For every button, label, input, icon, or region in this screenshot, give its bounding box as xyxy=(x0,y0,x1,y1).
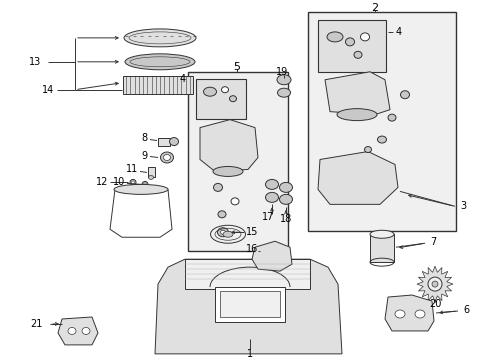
Bar xyxy=(184,259,309,289)
Text: 7: 7 xyxy=(429,237,435,247)
Ellipse shape xyxy=(345,38,354,46)
Bar xyxy=(215,287,285,322)
Polygon shape xyxy=(384,295,433,331)
Bar xyxy=(187,72,287,251)
Ellipse shape xyxy=(431,281,437,287)
Text: 16: 16 xyxy=(245,244,258,254)
Ellipse shape xyxy=(124,29,196,47)
Bar xyxy=(196,79,245,118)
Polygon shape xyxy=(317,152,397,204)
Text: 15: 15 xyxy=(245,227,258,237)
Ellipse shape xyxy=(148,175,153,179)
Bar xyxy=(317,20,385,72)
Ellipse shape xyxy=(336,109,376,121)
Ellipse shape xyxy=(160,152,173,163)
Ellipse shape xyxy=(265,192,278,202)
Ellipse shape xyxy=(414,310,424,318)
Ellipse shape xyxy=(326,32,342,42)
Ellipse shape xyxy=(223,231,232,237)
Ellipse shape xyxy=(221,87,228,93)
Text: 11: 11 xyxy=(125,165,138,175)
Ellipse shape xyxy=(130,179,136,185)
Polygon shape xyxy=(416,266,452,302)
Polygon shape xyxy=(58,317,98,345)
Ellipse shape xyxy=(213,183,222,192)
Ellipse shape xyxy=(394,310,404,318)
Bar xyxy=(148,167,155,177)
Polygon shape xyxy=(110,189,172,237)
Ellipse shape xyxy=(276,75,290,85)
Text: 19: 19 xyxy=(275,67,287,77)
Text: 3: 3 xyxy=(459,201,465,211)
Ellipse shape xyxy=(265,179,278,189)
Text: 5: 5 xyxy=(233,62,240,72)
Polygon shape xyxy=(155,259,341,354)
Polygon shape xyxy=(200,120,258,171)
Text: 4: 4 xyxy=(180,74,185,84)
Text: 8: 8 xyxy=(142,132,148,143)
Text: 6: 6 xyxy=(462,305,468,315)
Ellipse shape xyxy=(203,87,216,96)
Text: 1: 1 xyxy=(246,349,253,359)
Ellipse shape xyxy=(277,88,290,97)
Ellipse shape xyxy=(131,181,134,184)
Ellipse shape xyxy=(82,328,90,334)
Bar xyxy=(220,291,280,317)
Ellipse shape xyxy=(230,198,239,205)
Text: 17: 17 xyxy=(261,212,274,222)
Ellipse shape xyxy=(163,154,170,161)
Text: 21: 21 xyxy=(31,319,43,329)
Bar xyxy=(307,12,455,231)
Polygon shape xyxy=(325,72,389,114)
Ellipse shape xyxy=(213,166,243,176)
Ellipse shape xyxy=(125,54,195,70)
Ellipse shape xyxy=(220,230,225,234)
Ellipse shape xyxy=(169,138,178,145)
Text: 2: 2 xyxy=(371,3,378,13)
Text: 4: 4 xyxy=(395,27,401,37)
Ellipse shape xyxy=(279,183,292,192)
Bar xyxy=(123,76,193,94)
Ellipse shape xyxy=(353,51,361,58)
Text: 9: 9 xyxy=(142,150,148,161)
Polygon shape xyxy=(251,241,291,271)
Text: 18: 18 xyxy=(279,214,291,224)
Ellipse shape xyxy=(364,147,371,153)
Ellipse shape xyxy=(68,328,76,334)
Ellipse shape xyxy=(229,96,236,102)
Text: 20: 20 xyxy=(428,299,440,309)
Text: 10: 10 xyxy=(113,177,125,188)
Bar xyxy=(369,234,393,262)
Ellipse shape xyxy=(142,181,148,188)
Ellipse shape xyxy=(369,230,393,238)
Ellipse shape xyxy=(279,194,292,204)
Ellipse shape xyxy=(114,184,168,194)
Ellipse shape xyxy=(400,91,408,99)
Ellipse shape xyxy=(217,228,228,237)
Text: 12: 12 xyxy=(96,177,108,188)
Ellipse shape xyxy=(377,136,386,143)
Text: 14: 14 xyxy=(42,85,54,95)
Ellipse shape xyxy=(143,183,146,186)
Text: 13: 13 xyxy=(29,57,41,67)
Bar xyxy=(158,138,170,145)
Ellipse shape xyxy=(218,211,225,218)
Ellipse shape xyxy=(387,114,395,121)
Ellipse shape xyxy=(360,33,369,41)
Ellipse shape xyxy=(427,277,441,291)
